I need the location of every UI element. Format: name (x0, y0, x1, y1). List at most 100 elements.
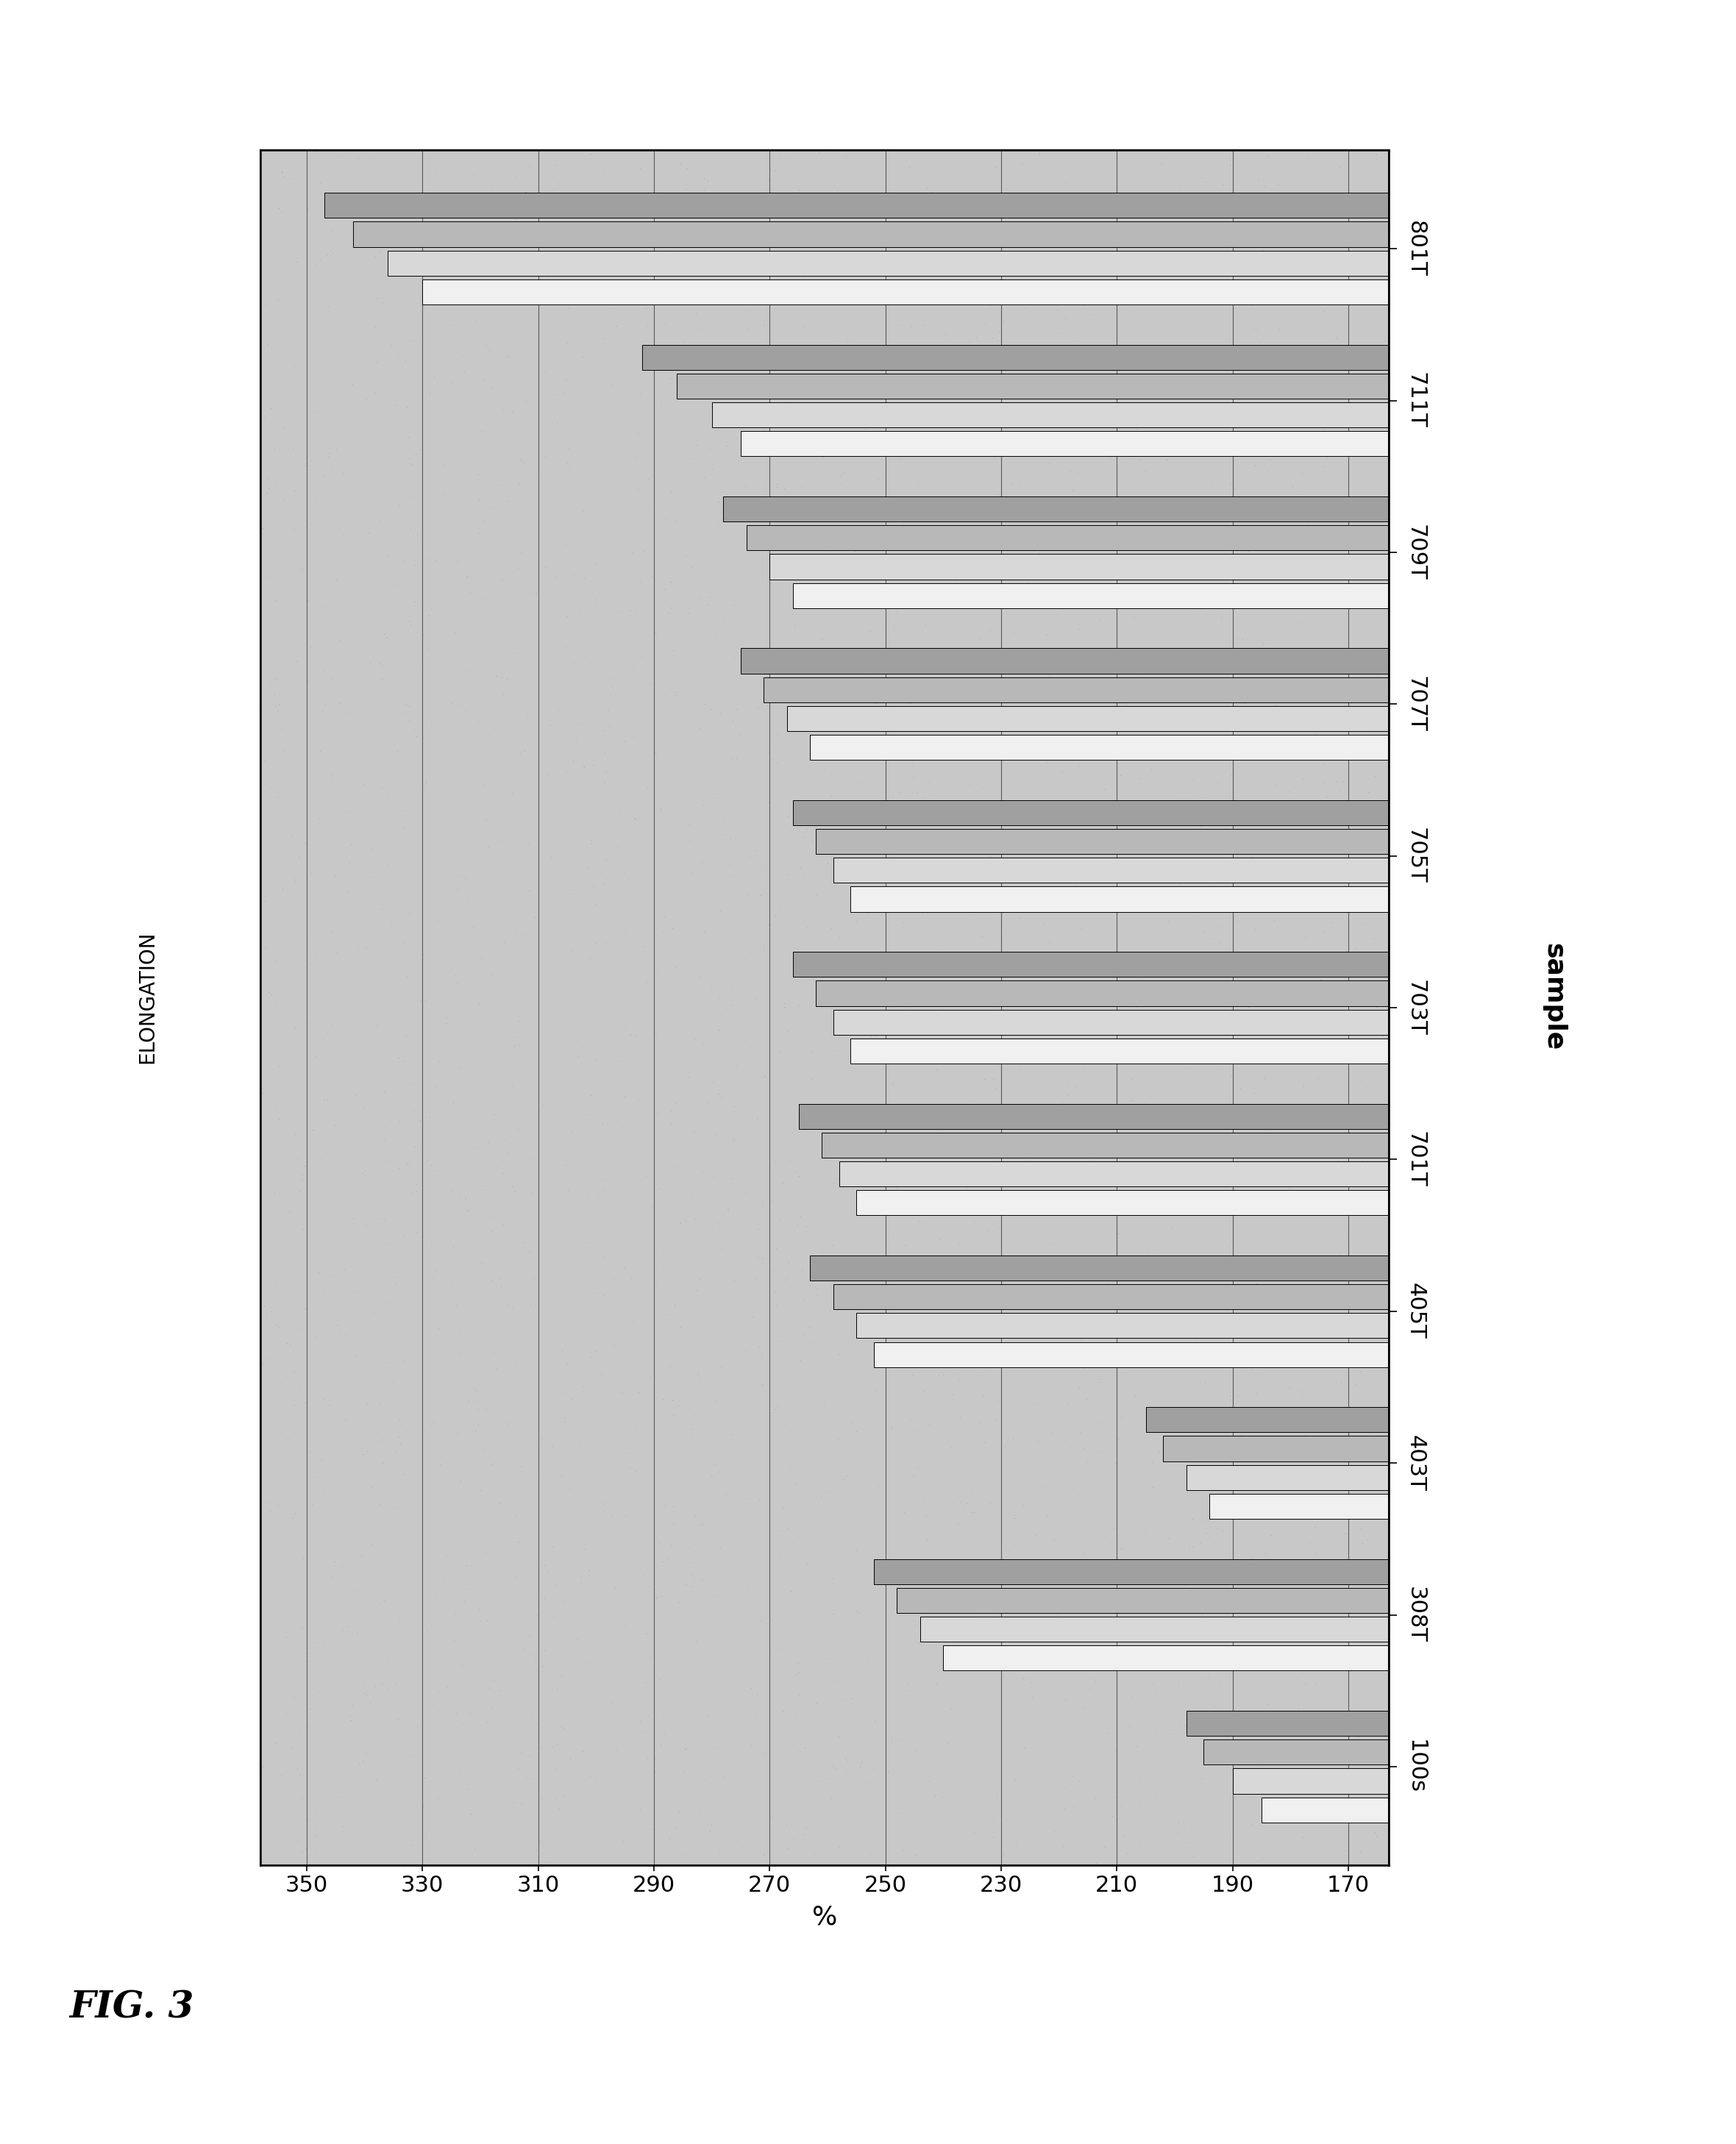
Point (963, 1357, 991, 1391)
Point (1010, 791, 1038, 825)
Point (1240, 1076, 1267, 1111)
Point (451, 695, 479, 729)
Point (479, 1522, 507, 1557)
Point (701, 1117, 729, 1151)
Point (720, 1263, 748, 1297)
Point (562, 195, 590, 229)
Point (712, 1477, 740, 1512)
Point (424, 905, 451, 939)
Point (311, 1542, 339, 1576)
Point (738, 1728, 766, 1762)
Point (477, 1447, 505, 1482)
Point (1042, 662, 1069, 697)
Point (512, 174, 540, 208)
Point (274, 1421, 302, 1456)
Point (464, 1374, 491, 1409)
Point (774, 1512, 802, 1546)
Point (1059, 330, 1087, 364)
Point (495, 849, 523, 883)
Point (1045, 236, 1073, 270)
Point (953, 1171, 981, 1205)
Point (717, 1484, 745, 1518)
Point (1250, 234, 1278, 268)
Point (970, 1426, 998, 1460)
Point (594, 1229, 621, 1263)
Point (335, 845, 363, 879)
Point (1347, 1512, 1375, 1546)
Point (1337, 1653, 1364, 1687)
Point (797, 1574, 825, 1608)
Point (1227, 1111, 1255, 1145)
Point (786, 1734, 814, 1769)
Point (899, 401, 927, 435)
Point (741, 1261, 769, 1295)
Point (967, 1016, 995, 1051)
Point (1259, 1263, 1286, 1297)
Point (736, 422, 764, 457)
Point (1220, 472, 1248, 506)
Point (1090, 772, 1118, 806)
Point (1132, 1722, 1160, 1756)
Point (531, 1580, 559, 1614)
Point (1293, 191, 1321, 225)
Point (556, 234, 583, 268)
Bar (793, 952, 1736, 978)
Point (891, 1494, 918, 1529)
Point (1085, 1111, 1113, 1145)
Point (819, 1561, 847, 1595)
Point (1144, 433, 1172, 467)
Point (764, 716, 792, 750)
Point (856, 240, 884, 274)
Point (569, 339, 597, 373)
Point (1330, 765, 1358, 800)
Point (495, 339, 523, 373)
Point (1102, 255, 1130, 289)
Point (627, 564, 654, 598)
Point (943, 564, 970, 598)
Point (1333, 1426, 1361, 1460)
Point (1121, 870, 1149, 905)
Point (344, 1574, 372, 1608)
Point (396, 605, 424, 639)
Point (1118, 875, 1146, 909)
Point (366, 1111, 394, 1145)
Point (913, 169, 941, 204)
Point (892, 386, 920, 420)
Point (1224, 394, 1252, 429)
Point (681, 1499, 708, 1533)
Point (1285, 1584, 1312, 1619)
Point (1359, 937, 1387, 971)
Point (1302, 716, 1330, 750)
Point (1168, 1276, 1196, 1310)
Point (1201, 247, 1229, 281)
Point (302, 1795, 330, 1829)
Point (1226, 519, 1253, 553)
Point (970, 1582, 998, 1617)
Point (543, 377, 571, 412)
Point (1368, 1312, 1396, 1346)
Point (302, 1625, 330, 1659)
Point (528, 1730, 556, 1765)
Point (267, 195, 295, 229)
Point (550, 375, 578, 410)
Point (755, 907, 783, 941)
Point (691, 1762, 719, 1797)
Point (1213, 849, 1241, 883)
Point (1177, 227, 1205, 262)
Point (1049, 1085, 1076, 1119)
Point (865, 461, 892, 495)
Point (1010, 431, 1038, 465)
Point (1231, 189, 1259, 223)
Point (842, 903, 870, 937)
Point (621, 802, 649, 836)
Point (641, 956, 668, 991)
Point (639, 277, 667, 311)
Point (611, 725, 639, 759)
Point (660, 669, 687, 703)
Point (743, 253, 771, 287)
Point (1177, 1812, 1205, 1846)
Point (474, 894, 502, 928)
Point (896, 686, 924, 720)
Point (1219, 1475, 1246, 1509)
Point (404, 210, 432, 244)
